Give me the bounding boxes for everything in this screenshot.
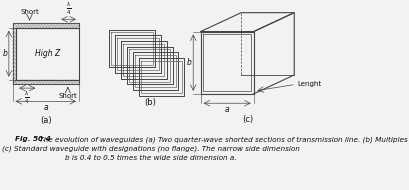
Text: Short: Short — [58, 93, 77, 99]
Text: $\frac{\lambda}{4}$: $\frac{\lambda}{4}$ — [65, 1, 71, 17]
Text: (c): (c) — [241, 115, 252, 124]
Text: $\frac{\lambda}{4}$: $\frac{\lambda}{4}$ — [25, 90, 30, 106]
Text: Short: Short — [20, 9, 39, 15]
Text: Lenght: Lenght — [297, 81, 321, 87]
Text: b is 0.4 to 0.5 times the wide side dimension a.: b is 0.4 to 0.5 times the wide side dime… — [65, 155, 236, 161]
Text: (b): (b) — [144, 98, 155, 107]
Text: (a): (a) — [40, 116, 52, 125]
Text: b: b — [187, 58, 191, 67]
Text: a: a — [224, 105, 229, 114]
Text: High Z: High Z — [35, 49, 60, 58]
Text: a: a — [43, 103, 48, 112]
Text: Fig. 50.4: Fig. 50.4 — [15, 136, 50, 142]
Text: b: b — [2, 49, 7, 58]
Text: The evolution of waveguides (a) Two quarter-wave shorted sections of transmissio: The evolution of waveguides (a) Two quar… — [37, 136, 409, 143]
Text: (c) Standard waveguide with designations (no flange). The narrow side dimension: (c) Standard waveguide with designations… — [2, 146, 299, 152]
